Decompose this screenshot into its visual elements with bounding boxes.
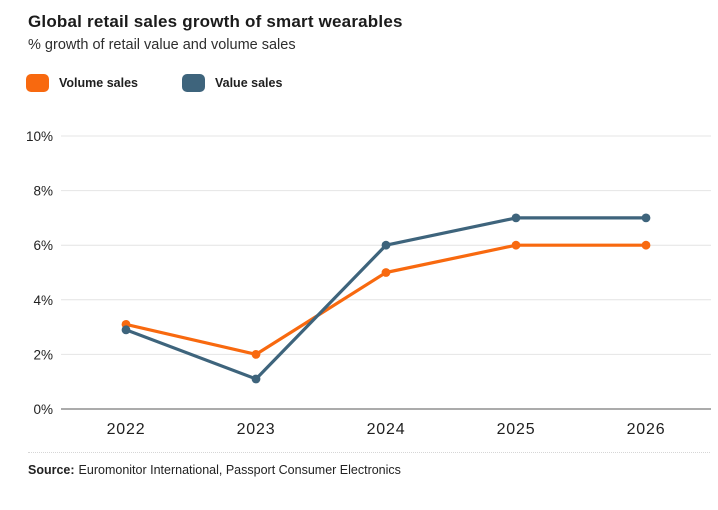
y-tick-label: 6%: [33, 238, 53, 253]
x-tick-label: 2026: [627, 421, 666, 438]
value-sales-swatch-icon: [181, 74, 205, 92]
data-point-volume-sales-2024: [381, 268, 391, 277]
source-note: Source: Euromonitor International, Passpo…: [28, 463, 401, 477]
legend-label-volume-sales: Volume sales: [59, 76, 138, 90]
source-divider: [28, 452, 710, 453]
legend-label-value-sales: Value sales: [214, 76, 283, 90]
source-label: Source:: [28, 463, 75, 477]
data-point-value-sales-2022: [121, 325, 131, 335]
data-point-value-sales-2024: [381, 240, 391, 250]
legend-item-volume-sales: Volume sales: [26, 74, 138, 92]
y-tick-label: 4%: [33, 293, 53, 308]
data-point-volume-sales-2025: [511, 240, 521, 250]
legend-item-value-sales: Value sales: [181, 74, 283, 92]
chart-title: Global retail sales growth of smart wear…: [28, 12, 403, 31]
x-tick-label: 2024: [367, 421, 406, 438]
y-tick-label: 2%: [33, 347, 53, 362]
x-tick-label: 2022: [107, 421, 146, 438]
y-tick-label: 0%: [33, 402, 53, 417]
x-tick-label: 2023: [237, 421, 276, 438]
y-tick-label: 8%: [33, 184, 53, 199]
data-point-value-sales-2023: [251, 374, 261, 384]
x-tick-label: 2025: [497, 421, 536, 438]
source-text: Euromonitor International, Passport Cons…: [78, 463, 401, 477]
y-tick-label: 10%: [26, 129, 53, 144]
data-point-value-sales-2025: [511, 213, 521, 223]
data-point-volume-sales-2023: [251, 350, 261, 359]
data-point-value-sales-2026: [641, 213, 651, 223]
chart-subtitle: % growth of retail value and volume sale…: [28, 37, 296, 53]
legend: Volume sales Value sales: [26, 74, 326, 92]
data-point-volume-sales-2026: [641, 240, 651, 250]
volume-sales-swatch-icon: [26, 74, 49, 92]
